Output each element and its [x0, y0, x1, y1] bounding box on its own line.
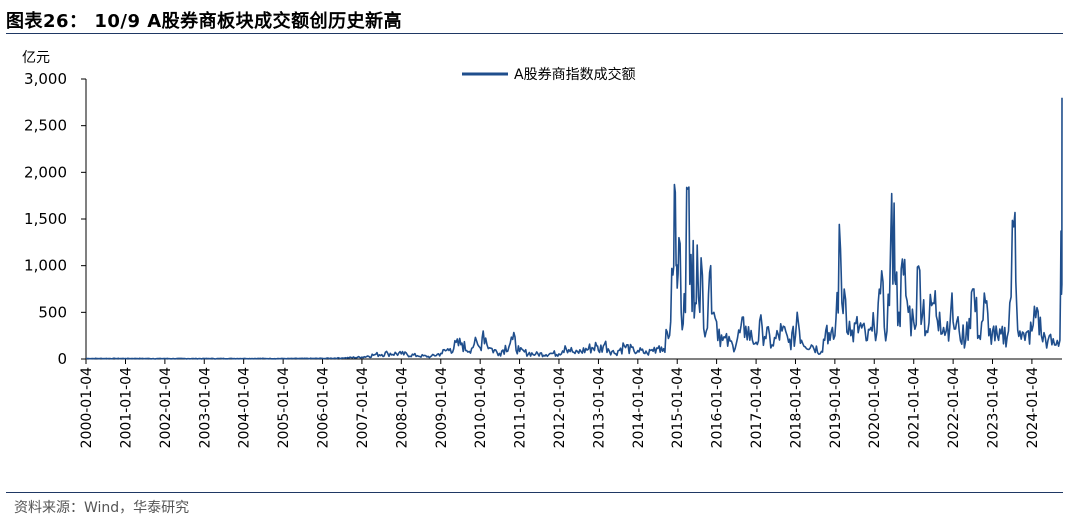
x-tick-label: 2022-01-04	[946, 367, 962, 448]
x-tick-label: 2016-01-04	[710, 367, 726, 448]
x-tick-label: 2012-01-04	[552, 367, 568, 448]
x-tick-label: 2020-01-04	[867, 367, 883, 448]
legend-label: A股券商指数成交额	[514, 66, 636, 83]
x-tick-label: 2001-01-04	[118, 367, 134, 448]
footer-divider	[6, 492, 1063, 493]
title-bar: 图表26： 10/9 A股券商板块成交额创历史新高	[0, 0, 1080, 34]
y-tick-label: 500	[38, 303, 67, 321]
x-tick-label: 2017-01-04	[749, 367, 765, 448]
title-divider	[6, 33, 1063, 34]
x-tick-label: 2009-01-04	[434, 367, 450, 448]
y-tick-label: 1,000	[24, 257, 67, 275]
x-tick-label: 2002-01-04	[158, 367, 174, 448]
y-tick-label: 2,000	[24, 163, 67, 181]
x-tick-label: 2018-01-04	[788, 367, 804, 448]
series-line	[86, 97, 1063, 360]
y-tick-label: 3,000	[24, 70, 67, 88]
chart-series	[86, 97, 1063, 360]
x-tick-label: 2013-01-04	[591, 367, 607, 448]
y-tick-label: 1,500	[24, 210, 67, 228]
y-tick-label: 0	[57, 350, 67, 368]
x-tick-label: 2004-01-04	[237, 367, 253, 448]
x-tick-label: 2014-01-04	[631, 367, 647, 448]
x-tick-label: 2000-01-04	[79, 367, 95, 448]
x-tick-label: 2006-01-04	[316, 367, 332, 448]
source-note: 资料来源：Wind，华泰研究	[14, 500, 190, 516]
x-tick-label: 2011-01-04	[513, 367, 529, 448]
x-tick-label: 2003-01-04	[197, 367, 213, 448]
x-tick-label: 2007-01-04	[355, 367, 371, 448]
x-tick-label: 2005-01-04	[276, 367, 292, 448]
chart-title: 图表26： 10/9 A股券商板块成交额创历史新高	[6, 11, 403, 32]
line-chart: 0 500 1,000 1,500 2,000 2,500 3,000 2000-01-04 2…	[24, 66, 1063, 448]
chart-ticks: 0 500 1,000 1,500 2,000 2,500 3,000 2000-01-04 2…	[24, 70, 1041, 448]
y-tick-label: 2,500	[24, 117, 67, 135]
x-tick-label: 2024-01-04	[1025, 367, 1041, 448]
x-tick-label: 2010-01-04	[473, 367, 489, 448]
x-tick-label: 2008-01-04	[394, 367, 410, 448]
y-axis-unit-label: 亿元	[22, 50, 50, 66]
x-tick-label: 2021-01-04	[907, 367, 923, 448]
x-tick-label: 2019-01-04	[828, 367, 844, 448]
chart-legend: A股券商指数成交额	[462, 66, 636, 83]
x-tick-label: 2015-01-04	[670, 367, 686, 448]
x-tick-label: 2023-01-04	[986, 367, 1002, 448]
